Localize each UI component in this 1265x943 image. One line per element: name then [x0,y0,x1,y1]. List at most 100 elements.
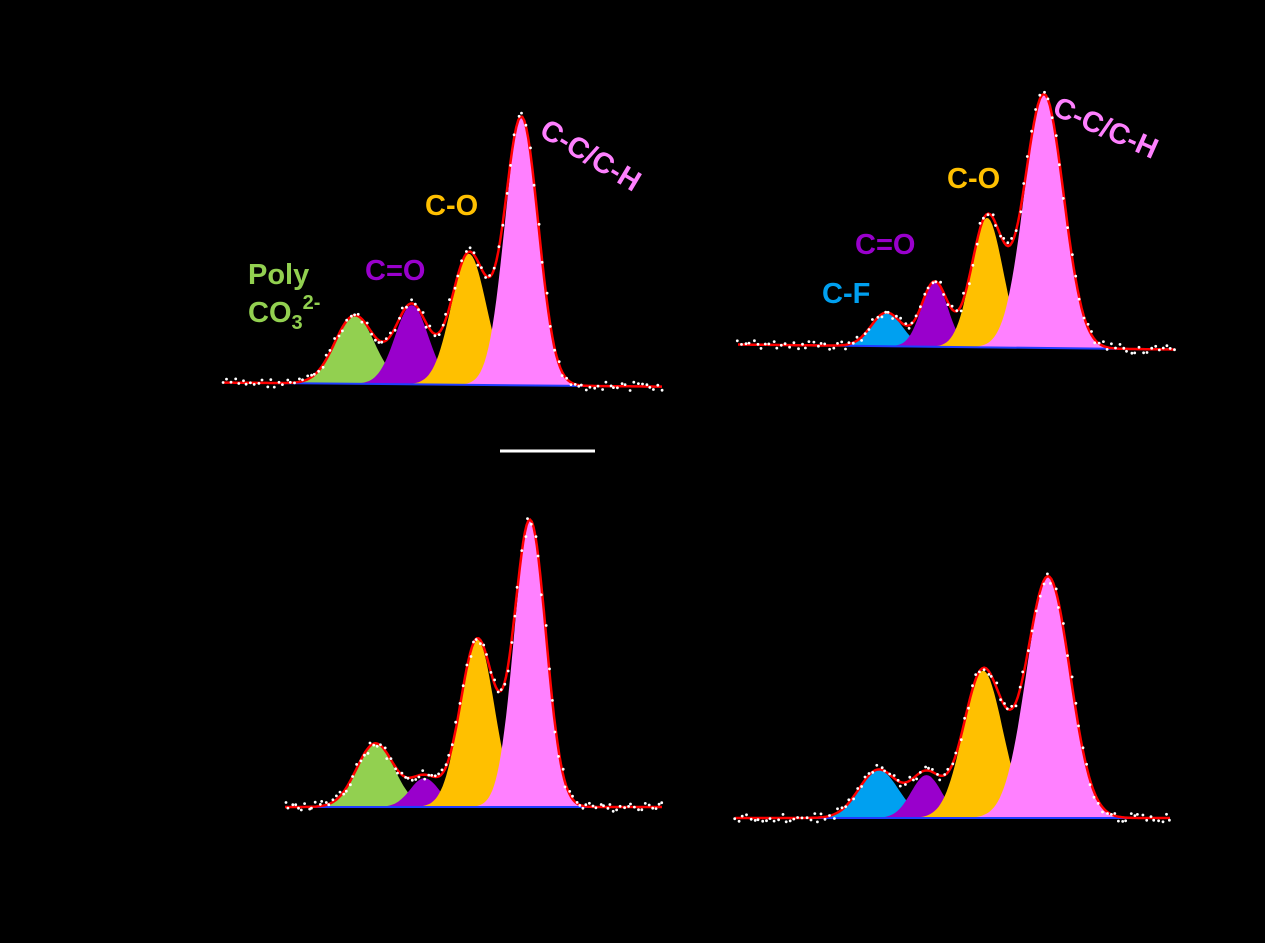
data-point [652,388,655,391]
data-point [512,133,516,137]
data-point [417,775,421,779]
label-co3-sub: 3 [292,312,303,334]
data-point [444,312,447,316]
data-point [430,773,434,777]
data-point [252,383,256,386]
data-point [1092,795,1096,799]
data-point [540,260,544,264]
data-point [593,386,597,390]
data-point [503,682,507,686]
data-point [448,298,451,301]
data-point [962,291,965,295]
data-point [844,347,847,351]
data-point [588,385,592,389]
data-point [444,763,448,767]
data-point [359,759,363,763]
data-point [594,806,598,810]
data-point [775,346,779,350]
data-point [836,807,839,811]
data-point [410,298,413,302]
data-point [393,328,397,332]
data-point [468,246,472,250]
data-point [963,716,966,720]
data-point [1124,819,1127,823]
data-point [242,379,245,383]
data-point [482,643,486,647]
data-point [863,332,867,335]
data-point [560,374,564,377]
data-point [417,308,420,312]
label-c-o: C-O [425,190,478,222]
data-point [833,817,836,820]
data-point [368,741,372,745]
data-point [461,684,465,688]
data-point [1149,815,1153,818]
data-point [596,384,600,388]
data-point [575,801,579,804]
data-point [581,806,585,810]
data-point [335,794,338,798]
data-point [266,385,270,389]
data-point [1145,818,1149,822]
label-c-o: C-O [947,163,1000,195]
data-point [534,535,538,538]
data-point [927,766,930,770]
data-point [565,376,568,380]
peak-c-c-c-h [738,94,1175,350]
data-point [341,329,344,333]
data-point [733,817,737,821]
data-point [237,382,241,385]
data-point [497,245,501,249]
data-point [1046,97,1050,101]
data-point [472,640,475,644]
data-point [1152,818,1156,822]
data-point [1136,813,1139,816]
data-point [852,797,855,801]
data-point [643,802,647,805]
data-point [453,286,457,290]
data-point [772,819,776,823]
data-point [907,326,911,330]
data-point [331,798,335,802]
data-point [753,339,756,343]
data-point [648,386,652,389]
data-point [919,305,922,309]
data-point [221,381,225,384]
data-point [1106,812,1109,815]
data-point [1168,818,1171,822]
data-point [880,766,884,770]
data-point [1061,197,1065,200]
data-point [394,767,397,771]
data-point [366,752,370,755]
data-point [433,774,437,778]
data-point [616,386,619,390]
data-point [1165,344,1169,348]
data-point [1057,606,1060,609]
data-point [351,775,354,778]
data-point [324,801,328,804]
data-point [421,769,425,772]
data-point [792,341,796,345]
data-point [749,817,753,821]
data-point [1122,346,1126,350]
peak-c-o [223,253,662,387]
data-point [974,673,978,676]
data-point [1142,351,1145,355]
data-point [1022,182,1026,185]
data-point [1038,594,1042,598]
data-point [573,383,577,386]
data-point [914,314,918,318]
data-point [860,785,863,788]
data-point [615,808,618,812]
data-point [946,767,950,771]
data-point [1105,348,1109,351]
data-point [229,380,233,384]
data-point [1021,670,1025,674]
data-point [1130,351,1134,355]
data-point [1005,707,1009,711]
data-point [563,785,567,789]
data-point [318,803,322,806]
data-point [1050,116,1054,120]
data-point [975,242,979,246]
data-point [1027,649,1030,653]
